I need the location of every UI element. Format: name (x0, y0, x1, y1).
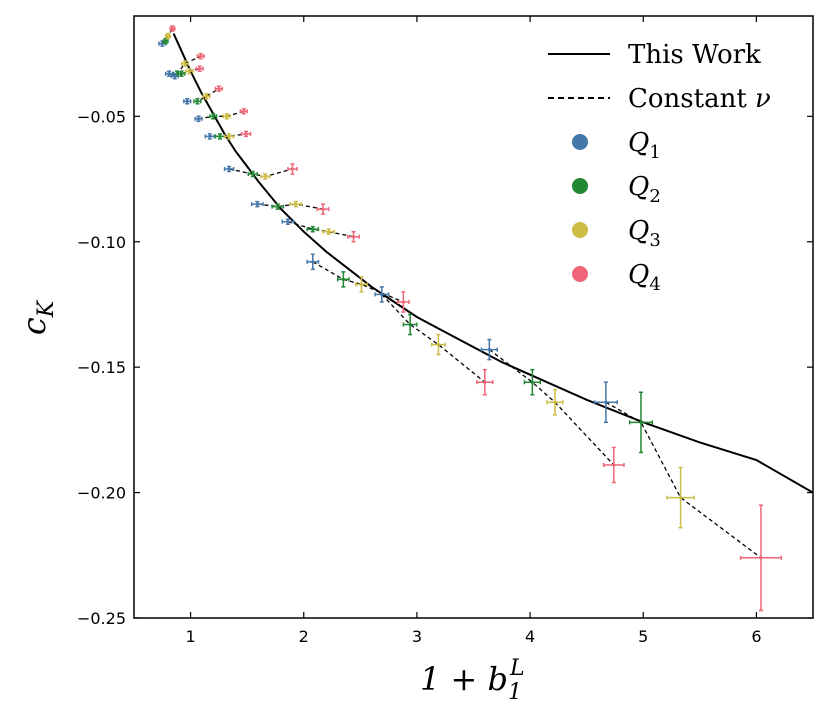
data-point-q1 (250, 200, 264, 208)
y-tick-label: −0.25 (77, 609, 126, 628)
data-point-q1 (306, 253, 320, 271)
data-point-q1 (223, 165, 235, 173)
constant-nu-line (488, 349, 615, 466)
legend-label: This Work (628, 40, 761, 70)
legend-item: Q1 (572, 128, 661, 163)
data-point-q4 (214, 85, 224, 92)
data-point-q1 (593, 381, 618, 424)
data-point-q2 (247, 170, 259, 178)
constant-nu-line (228, 168, 293, 178)
constant-nu-line (381, 293, 486, 383)
data-point-q3 (355, 276, 368, 293)
data-point-q3 (180, 60, 190, 67)
data-point-q1 (281, 218, 295, 225)
x-tick-label: 4 (525, 627, 535, 646)
data-point-q2 (523, 368, 542, 396)
constant-nu-line (287, 221, 354, 238)
data-point-q3 (322, 228, 336, 235)
constant-nu-line (257, 203, 324, 210)
data-point-q1 (183, 98, 192, 105)
y-tick-label: −0.15 (77, 358, 126, 377)
data-point-q3 (666, 466, 695, 529)
data-point-q4 (396, 291, 410, 313)
data-point-q3 (430, 333, 446, 356)
data-point-q3 (259, 173, 271, 180)
legend-item: Q2 (572, 172, 661, 207)
data-point-q3 (289, 200, 303, 208)
data-point-q2 (306, 225, 320, 233)
y-axis-label: cK (15, 299, 59, 335)
legend-label: Constant ν (628, 84, 771, 114)
data-point-q4 (316, 203, 330, 215)
legend-item: This Work (548, 40, 761, 70)
data-point-q2 (193, 98, 202, 105)
data-point-q4 (195, 65, 204, 72)
data-point-q2 (214, 133, 226, 140)
data-point-q1 (164, 70, 174, 77)
data-point-q2 (402, 313, 418, 336)
y-tick-label: −0.05 (77, 107, 126, 126)
legend-item: Constant ν (548, 84, 771, 114)
constant-nu-line (198, 110, 244, 120)
data-point-q1 (374, 286, 390, 303)
legend-item: Q4 (572, 260, 661, 295)
constant-nu-line (312, 261, 404, 303)
svg-text:cK: cK (15, 299, 59, 335)
data-point-q4 (196, 52, 205, 60)
axes: 1 2 3 4 5 6 −0.05 −0.10 −0.15 −0.20 −0.25 (77, 15, 814, 646)
data-point-q4 (476, 368, 494, 396)
data-point-q3 (546, 388, 564, 416)
data-point-q4 (602, 446, 625, 484)
x-axis-label: 1 + b1L (420, 656, 525, 705)
data-point-q2 (336, 271, 350, 288)
y-tick-label: −0.10 (77, 233, 126, 252)
data-point-q1 (194, 115, 203, 123)
legend-label: Q3 (628, 216, 661, 251)
constant-nu-line (605, 401, 762, 559)
data-point-q2 (271, 203, 285, 210)
x-tick-label: 2 (299, 627, 309, 646)
constant-nu-line (187, 88, 220, 102)
plot-area (158, 25, 813, 612)
data-point-q3 (222, 113, 231, 120)
data-point-q4 (739, 504, 783, 612)
data-point-q1 (158, 40, 167, 47)
x-tick-label: 3 (412, 627, 422, 646)
legend: This Work Constant ν Q1 Q2 Q3 Q4 (548, 40, 771, 295)
data-point-q1 (170, 72, 179, 80)
svg-text:1 + b1L: 1 + b1L (420, 656, 525, 705)
data-point-q3 (185, 67, 194, 75)
legend-item: Q3 (572, 216, 661, 251)
data-point-q2 (162, 37, 169, 45)
data-point-q3 (223, 133, 235, 140)
x-tick-label: 5 (638, 627, 648, 646)
data-point-q4 (169, 25, 176, 32)
data-point-q4 (240, 130, 252, 138)
plot-frame (133, 15, 814, 619)
data-point-q2 (209, 113, 218, 120)
data-point-q2 (177, 70, 186, 77)
x-tick-label: 1 (185, 627, 195, 646)
data-point-q3 (202, 93, 211, 100)
data-point-q3 (164, 32, 171, 40)
data-point-q1 (204, 133, 216, 140)
x-tick-label: 6 (751, 627, 761, 646)
data-point-q2 (628, 391, 654, 454)
data-point-q4 (347, 230, 360, 243)
legend-label: Q1 (628, 128, 661, 163)
data-point-q1 (480, 338, 499, 361)
data-point-q4 (287, 163, 298, 175)
data-point-q4 (239, 108, 248, 115)
y-tick-label: −0.20 (77, 484, 126, 503)
legend-label: Q2 (628, 172, 661, 207)
legend-label: Q4 (628, 260, 661, 295)
